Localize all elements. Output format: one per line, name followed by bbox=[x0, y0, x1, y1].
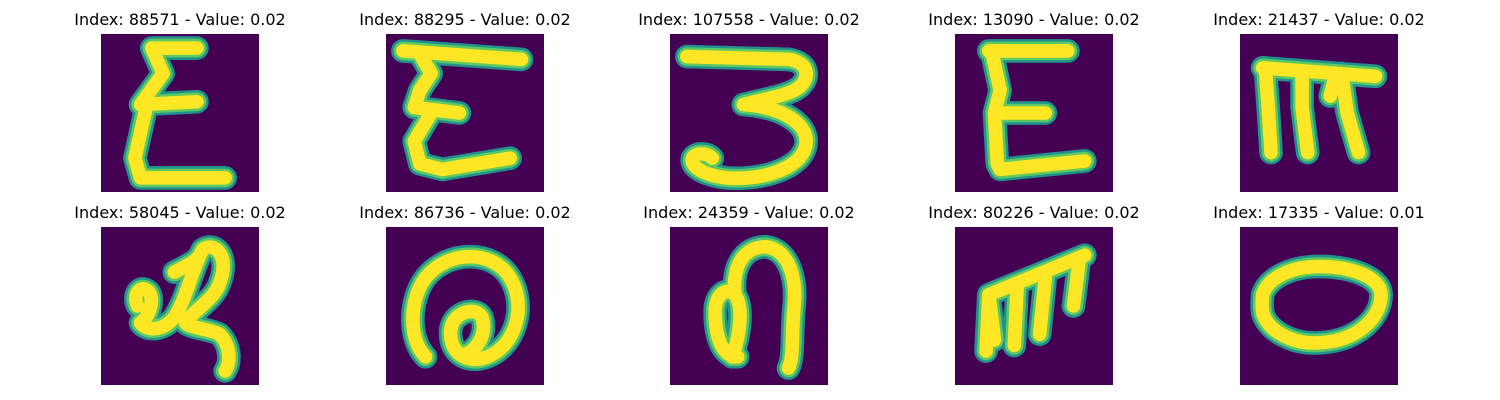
sample-cell: Index: 17335 - Value: 0.01 bbox=[1189, 203, 1449, 385]
glyph-image bbox=[1240, 227, 1398, 385]
glyph-stroke-layer bbox=[128, 41, 232, 185]
glyph-image bbox=[670, 227, 828, 385]
glyph-stroke-layer bbox=[129, 240, 236, 378]
glyph-stroke-layer bbox=[396, 44, 529, 177]
sample-image bbox=[670, 227, 828, 385]
glyph-stroke bbox=[1250, 254, 1393, 355]
sample-cell: Index: 86736 - Value: 0.02 bbox=[335, 203, 595, 385]
sample-image bbox=[1240, 34, 1398, 192]
glyph-stroke bbox=[124, 235, 241, 383]
glyph-stroke bbox=[123, 36, 237, 190]
sample-title: Index: 88571 - Value: 0.02 bbox=[74, 10, 286, 29]
glyph-stroke bbox=[400, 244, 530, 372]
glyph-stroke-layer bbox=[982, 44, 1092, 177]
glyph-image bbox=[670, 34, 828, 192]
glyph-stroke bbox=[1250, 56, 1388, 165]
sample-title: Index: 21437 - Value: 0.02 bbox=[1213, 10, 1425, 29]
sample-cell: Index: 13090 - Value: 0.02 bbox=[904, 10, 1164, 192]
glyph-image bbox=[101, 34, 259, 192]
glyph-stroke bbox=[977, 39, 1097, 182]
sample-image bbox=[955, 227, 1113, 385]
glyph-image bbox=[101, 227, 259, 385]
sample-title: Index: 13090 - Value: 0.02 bbox=[928, 10, 1140, 29]
glyph-stroke bbox=[391, 39, 534, 182]
glyph-stroke-layer bbox=[979, 248, 1092, 358]
sample-image bbox=[386, 34, 544, 192]
sample-title: Index: 80226 - Value: 0.02 bbox=[928, 203, 1140, 222]
sample-image bbox=[101, 227, 259, 385]
sample-image bbox=[670, 34, 828, 192]
sample-cell: Index: 88295 - Value: 0.02 bbox=[335, 10, 595, 192]
sample-image bbox=[101, 34, 259, 192]
sample-title: Index: 107558 - Value: 0.02 bbox=[638, 10, 860, 29]
sample-image bbox=[386, 227, 544, 385]
sample-cell: Index: 58045 - Value: 0.02 bbox=[50, 203, 310, 385]
glyph-image bbox=[1240, 34, 1398, 192]
glyph-stroke-layer bbox=[708, 239, 802, 375]
sample-cell: Index: 24359 - Value: 0.02 bbox=[619, 203, 879, 385]
sample-image bbox=[955, 34, 1113, 192]
glyph-stroke-layer bbox=[1255, 259, 1388, 350]
sample-image bbox=[1240, 227, 1398, 385]
sample-cell: Index: 21437 - Value: 0.02 bbox=[1189, 10, 1449, 192]
glyph-stroke-layer bbox=[680, 49, 813, 186]
glyph-stroke bbox=[675, 44, 818, 191]
sample-title: Index: 58045 - Value: 0.02 bbox=[74, 203, 286, 222]
glyph-stroke-layer bbox=[1255, 61, 1383, 160]
sample-title: Index: 17335 - Value: 0.01 bbox=[1213, 203, 1425, 222]
sample-cell: Index: 107558 - Value: 0.02 bbox=[619, 10, 879, 192]
sample-title: Index: 86736 - Value: 0.02 bbox=[359, 203, 571, 222]
glyph-image bbox=[955, 227, 1113, 385]
sample-title: Index: 88295 - Value: 0.02 bbox=[359, 10, 571, 29]
sample-cell: Index: 88571 - Value: 0.02 bbox=[50, 10, 310, 192]
glyph-image bbox=[386, 34, 544, 192]
sample-title: Index: 24359 - Value: 0.02 bbox=[643, 203, 855, 222]
glyph-stroke bbox=[703, 234, 807, 380]
glyph-stroke bbox=[974, 243, 1097, 363]
sample-cell: Index: 80226 - Value: 0.02 bbox=[904, 203, 1164, 385]
glyph-stroke-layer bbox=[406, 250, 525, 366]
glyph-image bbox=[955, 34, 1113, 192]
glyph-image bbox=[386, 227, 544, 385]
